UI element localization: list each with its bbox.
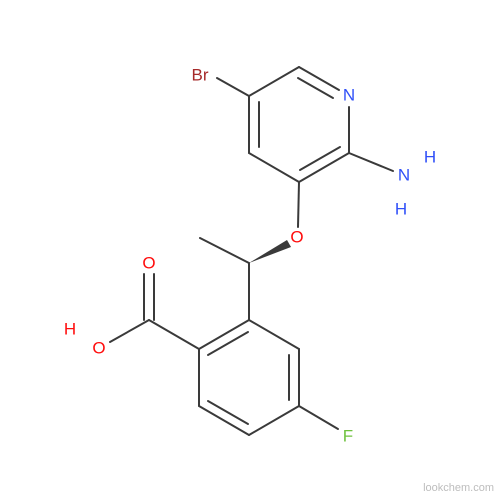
- bond: [109, 319, 150, 343]
- atom-label: H: [395, 199, 407, 218]
- wedge-bond: [249, 240, 291, 263]
- bond: [298, 66, 340, 91]
- atom-labels: Br N H N H O O H O F: [64, 65, 436, 445]
- atom-label: O: [142, 253, 155, 272]
- bond: [297, 181, 300, 228]
- bond: [298, 152, 350, 183]
- atom-label: N: [398, 165, 410, 184]
- atom-label: F: [343, 426, 353, 445]
- atom-label: Br: [192, 65, 209, 84]
- bond: [199, 237, 250, 264]
- bond: [297, 77, 334, 99]
- bond: [148, 319, 200, 350]
- atom-label: H: [424, 147, 436, 166]
- bond: [198, 319, 250, 350]
- bond: [248, 152, 300, 183]
- bond: [348, 152, 394, 172]
- bond: [198, 405, 250, 436]
- bond: [207, 400, 249, 425]
- bonds: [109, 66, 394, 436]
- bond: [248, 319, 300, 350]
- atom-label: N: [343, 85, 355, 104]
- bond: [248, 66, 300, 97]
- atom-label: O: [290, 227, 303, 246]
- atom-label: O: [92, 338, 105, 357]
- watermark: lookchem.com: [423, 482, 494, 494]
- atom-label: H: [64, 319, 76, 338]
- bond: [298, 405, 339, 430]
- bond: [216, 77, 250, 97]
- bond: [248, 405, 300, 436]
- bond: [207, 331, 249, 356]
- bond: [299, 146, 341, 171]
